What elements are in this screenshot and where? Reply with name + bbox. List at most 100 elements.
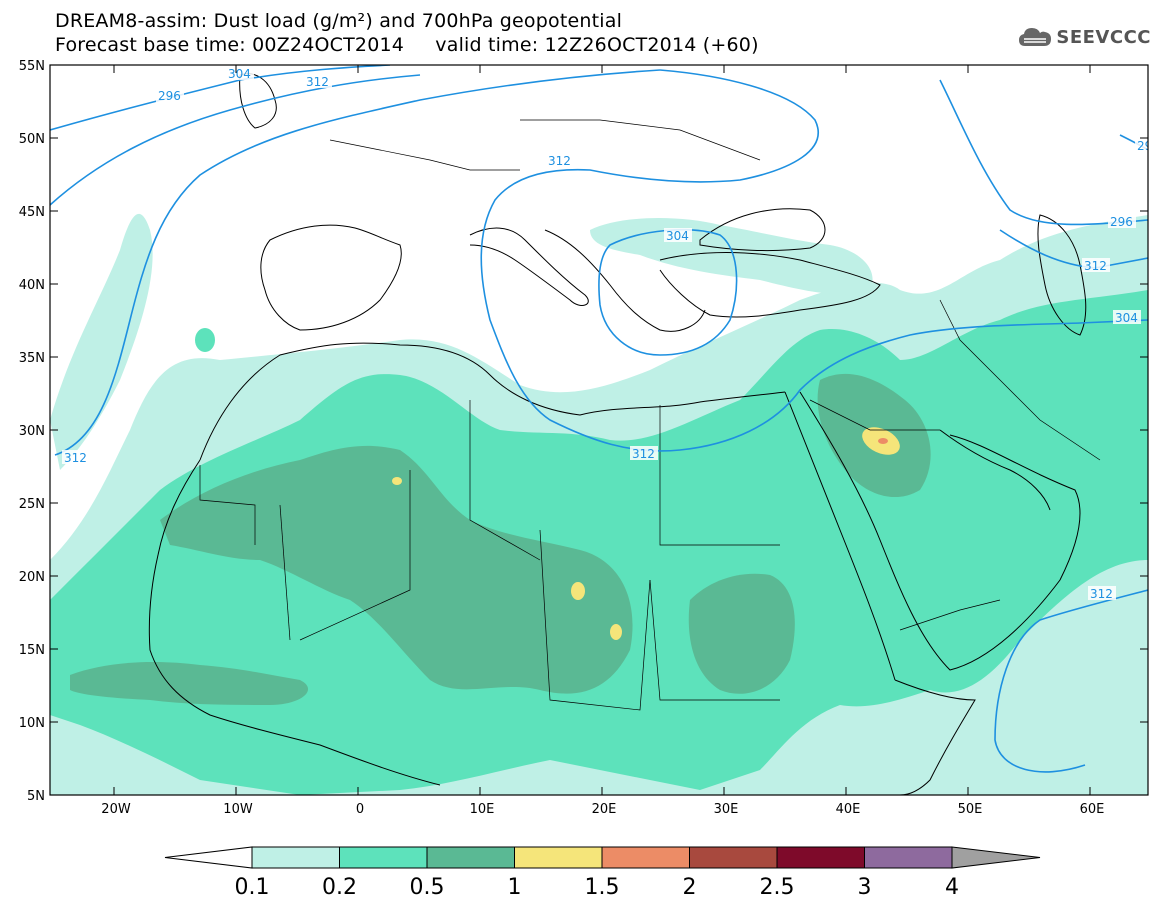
contour-label: 304: [228, 67, 251, 81]
contour-296-west: [50, 65, 391, 131]
dust-spot-atlantic: [195, 328, 215, 352]
colorbar-label: 1: [508, 875, 522, 900]
border-saudi-iraq: [809, 399, 940, 431]
contour-312-west: [54, 69, 661, 456]
colorbar-segment: [776, 846, 865, 869]
coast-persian-gulf: [939, 429, 1051, 511]
lon-label: 30E: [714, 802, 739, 817]
cloud-icon: [1019, 28, 1052, 46]
logo-text: SEEVCCC: [1056, 26, 1151, 48]
colorbar-label: 1.5: [585, 875, 620, 900]
coast-arabia: [799, 391, 1081, 671]
contour-label-bg: [664, 228, 692, 242]
contour-label-bg: [630, 446, 658, 460]
coast-horn-africa: [894, 679, 976, 795]
lat-label: 15N: [19, 643, 45, 658]
coast-balkans-greece: [544, 229, 706, 332]
contour-312-east: [994, 589, 1148, 773]
map-area: 296 304 312 312 304 312 312 304 296 312 312 29: [50, 65, 1152, 795]
coast-italy: [469, 227, 589, 306]
colorbar-label: 3: [858, 875, 872, 900]
geopotential-contours: [50, 65, 1148, 773]
colorbar-labels: 0.1 0.2 0.5 1 1.5 2 2.5 3 4: [235, 875, 960, 900]
lon-label: 10W: [223, 802, 253, 817]
title-line-2: Forecast base time: 00Z24OCT2014 valid t…: [55, 34, 759, 56]
axis-ticks: [50, 65, 1148, 795]
coast-uk: [239, 73, 277, 129]
contour-label: 312: [1090, 587, 1113, 601]
contour-304-med: [598, 229, 738, 356]
contour-312-med: [480, 69, 1148, 452]
contour-label: 312: [306, 75, 329, 89]
coast-black-sea: [699, 208, 826, 252]
lat-label: 40N: [19, 278, 45, 293]
border-sudan: [649, 579, 780, 701]
border-algeria-libya: [469, 400, 541, 561]
dust-region-high-sahel: [70, 662, 309, 705]
colorbar-label: 2: [683, 875, 697, 900]
lon-label: 20W: [101, 802, 131, 817]
coast-west-africa: [148, 459, 441, 786]
lon-label: 0: [356, 802, 364, 817]
colorbar-label: 0.5: [410, 875, 445, 900]
lat-label: 5N: [27, 789, 45, 804]
colorbar-segment: [864, 846, 953, 869]
contour-label-bg: [1082, 258, 1110, 272]
border-mali-niger: [299, 470, 411, 641]
coast-iberia: [260, 224, 402, 331]
dust-region-high-sudan: [688, 573, 795, 694]
border-europe-west: [329, 139, 520, 171]
colorbar-arrow-high: [951, 846, 1041, 869]
contour-label: 29: [1137, 139, 1152, 153]
contour-label-bg: [304, 74, 332, 88]
coast-north-africa: [199, 342, 786, 461]
dust-peak-algeria: [392, 477, 402, 485]
colorbar-segment: [251, 846, 340, 869]
colorbar-segment: [514, 846, 603, 869]
colorbar-label: 0.1: [235, 875, 270, 900]
contour-label-bg: [156, 88, 184, 102]
dust-region-high-sahara: [160, 445, 633, 694]
coast-red-sea: [784, 391, 896, 681]
lat-label: 45N: [19, 205, 45, 220]
contour-label: 304: [1115, 311, 1138, 325]
lon-label: 10E: [470, 802, 495, 817]
coast-turkey: [659, 252, 881, 318]
contour-label: 296: [158, 89, 181, 103]
contour-label-bg: [62, 450, 90, 464]
lat-label: 25N: [19, 497, 45, 512]
colorbar-segment: [339, 846, 428, 869]
lat-label: 30N: [19, 424, 45, 439]
lat-label: 20N: [19, 570, 45, 585]
colorbar-label: 2.5: [760, 875, 795, 900]
dust-region-low-atlantic: [50, 213, 153, 470]
dust-peak-chad-1: [571, 582, 585, 600]
latitude-labels: 55N 50N 45N 40N 35N 30N 25N 20N 15N 10N 5N: [19, 59, 45, 804]
contour-label: 312: [64, 451, 87, 465]
map-frame: [49, 64, 1149, 796]
border-chad: [539, 529, 651, 711]
lon-label: 40E: [836, 802, 861, 817]
lon-label: 20E: [592, 802, 617, 817]
dust-peak-chad-2: [610, 624, 622, 640]
dust-region-low-europe: [590, 218, 873, 295]
contour-label-bg: [1113, 310, 1141, 324]
lat-label: 55N: [19, 59, 45, 74]
contour-label: 304: [666, 229, 689, 243]
contour-label-bg: [546, 153, 574, 167]
lon-label: 50E: [958, 802, 983, 817]
country-borders: [199, 119, 1101, 711]
lat-label: 50N: [19, 132, 45, 147]
contour-labels: 296 304 312 312 304 312 312 304 296 312 312 29: [62, 66, 1152, 601]
colorbar-segment: [601, 846, 690, 869]
colorbar-label: 4: [945, 875, 959, 900]
contour-label: 312: [1084, 259, 1107, 273]
border-saudi-yemen: [899, 599, 1001, 631]
dust-top-iraq: [878, 438, 888, 444]
contour-label: 312: [632, 447, 655, 461]
border-iran: [939, 299, 1101, 461]
contour-label-bg: [1135, 138, 1148, 152]
border-western-sahara: [279, 504, 291, 641]
colorbar-segment: [689, 846, 778, 869]
